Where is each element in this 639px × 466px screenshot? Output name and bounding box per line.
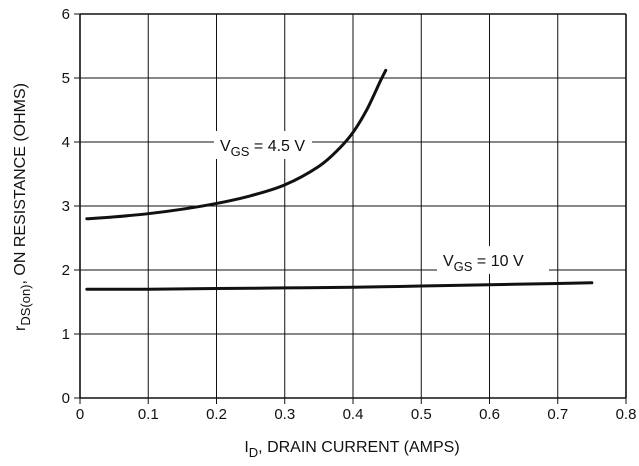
x-tick-label: 0.6 [479, 406, 500, 423]
x-tick-label: 0.5 [411, 406, 432, 423]
x-tick-label: 0.8 [616, 406, 637, 423]
curve-label-10v: VGS = 10 V [443, 253, 524, 274]
y-tick-label: 3 [62, 198, 70, 215]
y-tick-label: 0 [62, 390, 70, 407]
y-tick-labels: 0 1 2 3 4 5 6 [62, 6, 70, 407]
curve-label-4-5v: VGS = 4.5 V [220, 138, 305, 159]
y-tick-label: 2 [62, 262, 70, 279]
x-tick-label: 0.2 [206, 406, 227, 423]
x-tick-label: 0.7 [547, 406, 568, 423]
y-tick-label: 1 [62, 326, 70, 343]
curve-label-bg-10v [437, 246, 549, 274]
series-line-0 [85, 68, 388, 221]
curves [85, 68, 594, 291]
y-axis-label: rDS(on), ON RESISTANCE (OHMS) [12, 83, 33, 331]
y-tick-label: 4 [62, 134, 70, 151]
x-tick-label: 0.4 [343, 406, 364, 423]
x-tick-label: 0.3 [274, 406, 295, 423]
x-tick-label: 0 [76, 406, 84, 423]
series-line-1 [85, 281, 594, 291]
x-axis-label: ID, DRAIN CURRENT (AMPS) [244, 439, 459, 460]
y-tick-label: 5 [62, 70, 70, 87]
x-tick-labels: 0 0.1 0.2 0.3 0.4 0.5 0.6 0.7 0.8 [76, 406, 637, 423]
x-tick-label: 0.1 [138, 406, 159, 423]
grid-lines [74, 13, 627, 404]
y-tick-label: 6 [62, 6, 70, 23]
curve-label-bg-4-5v [214, 131, 312, 159]
